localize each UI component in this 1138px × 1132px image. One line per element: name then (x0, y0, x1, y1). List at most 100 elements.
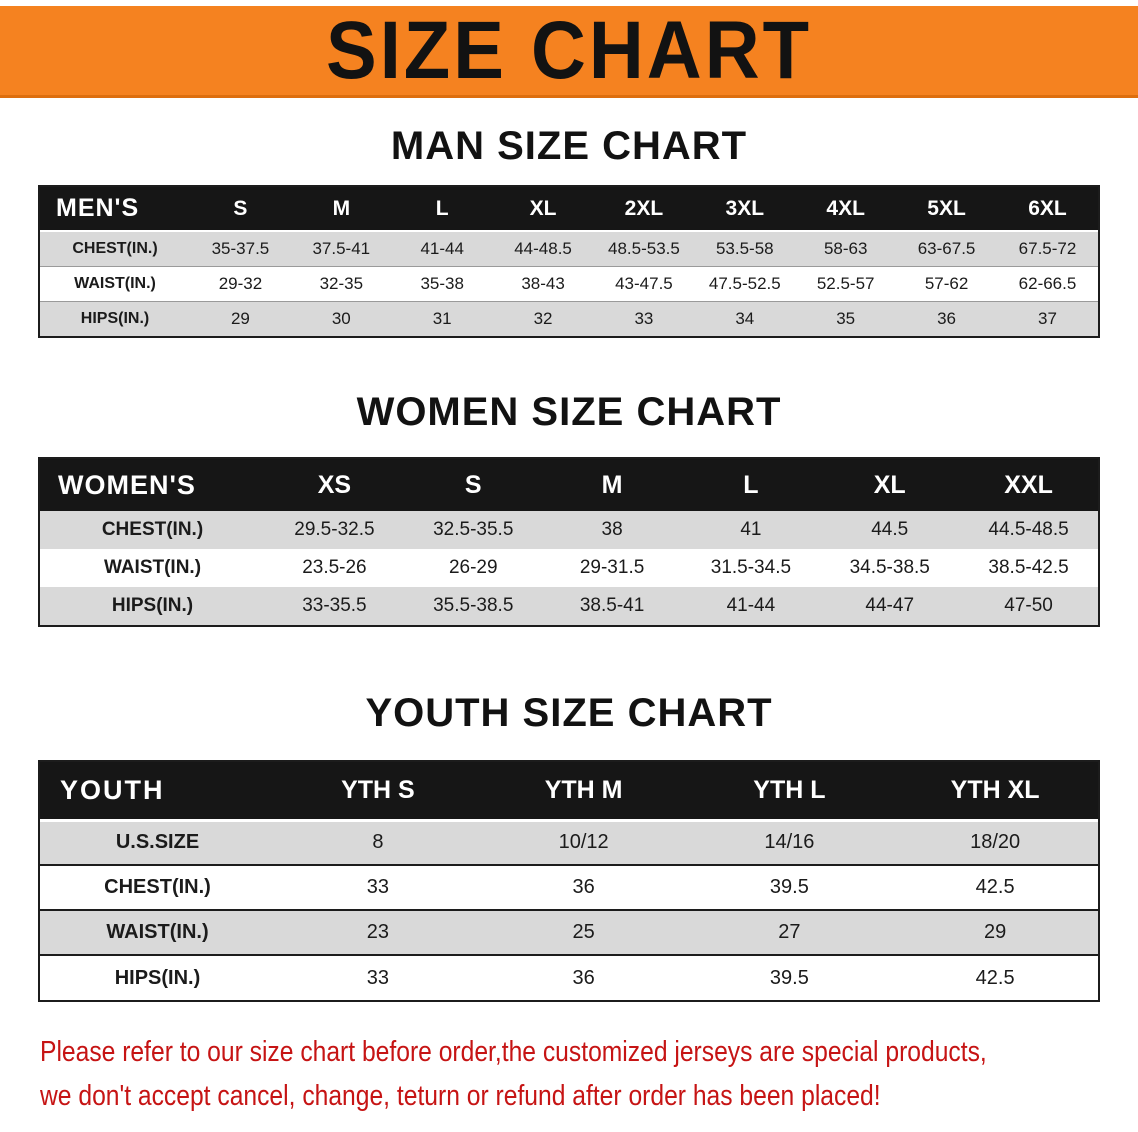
size-value: 38.5-42.5 (959, 549, 1098, 587)
row-label: HIPS(IN.) (40, 954, 275, 1000)
column-header: XL (820, 459, 960, 511)
size-value: 10/12 (480, 820, 687, 865)
banner-title: SIZE CHART (326, 4, 812, 97)
size-value: 44-47 (820, 587, 960, 625)
column-header: XL (492, 187, 594, 232)
size-value: 42.5 (892, 864, 1098, 910)
women-size-section: WOMEN SIZE CHART WOMEN'S XS S M L XL XXL CHEST(… (0, 390, 1138, 627)
size-value: 35.5-38.5 (403, 587, 543, 625)
size-value: 43-47.5 (593, 265, 695, 301)
size-value: 30 (290, 300, 392, 336)
row-label: HIPS(IN.) (40, 587, 265, 625)
row-label: CHEST(IN.) (40, 511, 265, 549)
size-value: 48.5-53.5 (593, 230, 695, 266)
column-header: YTH L (686, 762, 893, 822)
table-title-cell: WOMEN'S (40, 459, 265, 511)
size-value: 62-66.5 (997, 265, 1098, 301)
size-value: 29.5-32.5 (265, 511, 404, 549)
size-value: 44-48.5 (492, 230, 594, 266)
row-label: WAIST(IN.) (40, 909, 275, 955)
column-header: XXL (959, 459, 1098, 511)
size-value: 33 (275, 864, 481, 910)
size-value: 34 (694, 300, 796, 336)
table-row: WAIST(IN.) 23.5-26 26-29 29-31.5 31.5-34.5 34… (40, 549, 1098, 587)
youth-section-heading: YOUTH SIZE CHART (365, 691, 773, 735)
size-value: 31.5-34.5 (681, 549, 821, 587)
column-header: XS (265, 459, 404, 511)
column-header: 6XL (997, 187, 1098, 232)
size-chart-banner: SIZE CHART (0, 4, 1138, 98)
size-value: 38 (542, 511, 682, 549)
size-value: 47-50 (959, 587, 1098, 625)
row-label: CHEST(IN.) (40, 864, 275, 910)
size-value: 63-67.5 (896, 230, 997, 266)
size-value: 44.5 (820, 511, 960, 549)
size-value: 29 (190, 300, 291, 336)
size-value: 18/20 (892, 820, 1098, 865)
size-value: 23 (275, 909, 481, 955)
table-row: HIPS(IN.) 33-35.5 35.5-38.5 38.5-41 41-44 44-… (40, 587, 1098, 625)
women-table-wrap: WOMEN'S XS S M L XL XXL CHEST(IN.) 29.5-32.5 32.5… (38, 457, 1100, 627)
table-row: U.S.SIZE 8 10/12 14/16 18/20 (40, 820, 1098, 865)
size-value: 25 (480, 909, 687, 955)
disclaimer-line-1: Please refer to our size chart before or… (40, 1036, 987, 1068)
column-header: L (681, 459, 821, 511)
column-header: S (403, 459, 543, 511)
column-header: L (391, 187, 493, 232)
size-value: 14/16 (686, 820, 893, 865)
size-value: 41 (681, 511, 821, 549)
column-header: 3XL (694, 187, 796, 232)
size-value: 52.5-57 (795, 265, 897, 301)
size-value: 32.5-35.5 (403, 511, 543, 549)
column-header: 2XL (593, 187, 695, 232)
size-value: 32-35 (290, 265, 392, 301)
size-value: 34.5-38.5 (820, 549, 960, 587)
size-value: 39.5 (686, 954, 893, 1000)
table-row: HIPS(IN.) 33 36 39.5 42.5 (40, 954, 1098, 1000)
size-value: 35-37.5 (190, 230, 291, 266)
size-value: 42.5 (892, 954, 1098, 1000)
size-value: 32 (492, 300, 594, 336)
size-value: 44.5-48.5 (959, 511, 1098, 549)
youth-size-section: YOUTH SIZE CHART YOUTH YTH S YTH M YTH L YTH… (0, 691, 1138, 1002)
table-row: WAIST(IN.) 23 25 27 29 (40, 909, 1098, 955)
size-value: 29-32 (190, 265, 291, 301)
row-label: CHEST(IN.) (40, 230, 190, 266)
size-value: 33 (275, 954, 481, 1000)
column-header: YTH S (275, 762, 481, 822)
table-row: CHEST(IN.) 35-37.5 37.5-41 41-44 44-48.5 48.5… (40, 230, 1098, 266)
men-size-table: MEN'S S M L XL 2XL 3XL 4XL 5XL 6XL CHEST(IN.) 35-37… (40, 187, 1098, 336)
size-value: 35 (795, 300, 897, 336)
size-value: 29-31.5 (542, 549, 682, 587)
table-header-row: MEN'S S M L XL 2XL 3XL 4XL 5XL 6XL (40, 187, 1098, 232)
size-value: 23.5-26 (265, 549, 404, 587)
size-value: 39.5 (686, 864, 893, 910)
size-value: 53.5-58 (694, 230, 796, 266)
row-label: WAIST(IN.) (40, 549, 265, 587)
column-header: M (290, 187, 392, 232)
men-section-heading: MAN SIZE CHART (390, 124, 748, 168)
size-value: 38.5-41 (542, 587, 682, 625)
women-size-table: WOMEN'S XS S M L XL XXL CHEST(IN.) 29.5-32.5 32.5… (40, 459, 1098, 625)
size-value: 35-38 (391, 265, 493, 301)
table-header-row: YOUTH YTH S YTH M YTH L YTH XL (40, 762, 1098, 822)
size-value: 33-35.5 (265, 587, 404, 625)
table-row: WAIST(IN.) 29-32 32-35 35-38 38-43 43-47.5 47.… (40, 265, 1098, 301)
size-value: 57-62 (896, 265, 997, 301)
size-value: 67.5-72 (997, 230, 1098, 266)
row-label: HIPS(IN.) (40, 300, 190, 336)
size-value: 8 (275, 820, 481, 865)
size-value: 33 (593, 300, 695, 336)
size-value: 41-44 (391, 230, 493, 266)
size-value: 36 (896, 300, 997, 336)
size-value: 37 (997, 300, 1098, 336)
size-value: 38-43 (492, 265, 594, 301)
table-header-row: WOMEN'S XS S M L XL XXL (40, 459, 1098, 511)
size-value: 27 (686, 909, 893, 955)
disclaimer-block: Please refer to our size chart before or… (0, 1030, 1138, 1118)
youth-size-table: YOUTH YTH S YTH M YTH L YTH XL U.S.SIZE 8 10/12… (40, 762, 1098, 1000)
column-header: YTH M (480, 762, 687, 822)
size-value: 26-29 (403, 549, 543, 587)
row-label: WAIST(IN.) (40, 265, 190, 301)
column-header: M (542, 459, 682, 511)
